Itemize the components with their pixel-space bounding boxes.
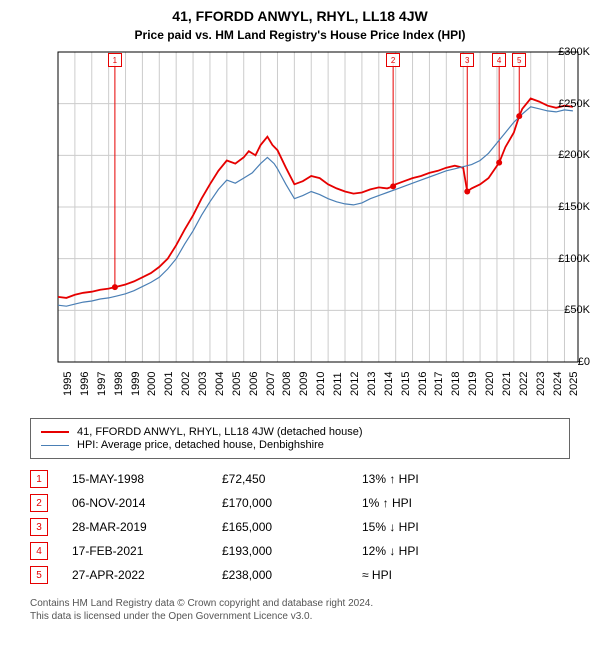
legend-item: HPI: Average price, detached house, Denb…: [41, 439, 559, 451]
y-tick-label: £50K: [548, 304, 590, 316]
x-tick-label: 2005: [231, 372, 243, 396]
x-tick-label: 2012: [349, 372, 361, 396]
x-tick-label: 2007: [265, 372, 277, 396]
x-tick-label: 1999: [130, 372, 142, 396]
x-tick-label: 2003: [197, 372, 209, 396]
page-subtitle: Price paid vs. HM Land Registry's House …: [10, 28, 590, 42]
transaction-price: £165,000: [222, 520, 362, 534]
x-tick-label: 2001: [163, 372, 175, 396]
transaction-delta: 13% ↑ HPI: [362, 472, 522, 486]
y-tick-label: £200K: [548, 149, 590, 161]
transaction-date: 15-MAY-1998: [72, 472, 222, 486]
transaction-marker: 3: [30, 518, 48, 536]
x-tick-label: 2002: [180, 372, 192, 396]
x-tick-label: 2021: [501, 372, 513, 396]
chart-marker: 1: [108, 53, 122, 67]
transaction-delta: 15% ↓ HPI: [362, 520, 522, 534]
x-tick-label: 2013: [366, 372, 378, 396]
legend-label: 41, FFORDD ANWYL, RHYL, LL18 4JW (detach…: [77, 426, 363, 438]
x-tick-label: 2004: [214, 372, 226, 396]
transaction-row: 1 15-MAY-1998£72,45013% ↑ HPI: [30, 467, 570, 491]
transaction-price: £72,450: [222, 472, 362, 486]
x-tick-label: 2011: [332, 372, 344, 396]
transaction-row: 2 06-NOV-2014£170,0001% ↑ HPI: [30, 491, 570, 515]
x-tick-label: 2022: [518, 372, 530, 396]
x-tick-label: 2009: [298, 372, 310, 396]
transaction-price: £193,000: [222, 544, 362, 558]
transaction-date: 28-MAR-2019: [72, 520, 222, 534]
x-tick-label: 1998: [113, 372, 125, 396]
page-title: 41, FFORDD ANWYL, RHYL, LL18 4JW: [10, 8, 590, 24]
transaction-delta: 1% ↑ HPI: [362, 496, 522, 510]
y-tick-label: £250K: [548, 98, 590, 110]
chart-marker: 4: [492, 53, 506, 67]
x-tick-label: 2016: [417, 372, 429, 396]
x-tick-label: 2025: [568, 372, 580, 396]
transaction-date: 06-NOV-2014: [72, 496, 222, 510]
x-tick-label: 2018: [450, 372, 462, 396]
footnote-line: Contains HM Land Registry data © Crown c…: [30, 597, 570, 610]
transaction-row: 5 27-APR-2022£238,000≈ HPI: [30, 563, 570, 587]
y-tick-label: £0: [548, 356, 590, 368]
y-tick-label: £300K: [548, 46, 590, 58]
transaction-row: 4 17-FEB-2021£193,00012% ↓ HPI: [30, 539, 570, 563]
transaction-delta: 12% ↓ HPI: [362, 544, 522, 558]
transaction-marker: 5: [30, 566, 48, 584]
x-tick-label: 2006: [248, 372, 260, 396]
footnote-line: This data is licensed under the Open Gov…: [30, 610, 570, 623]
y-tick-label: £100K: [548, 253, 590, 265]
price-chart: £0 £50K £100K £150K £200K £250K £300K 1995 1996…: [10, 48, 590, 408]
legend: 41, FFORDD ANWYL, RHYL, LL18 4JW (detach…: [30, 418, 570, 459]
footnote: Contains HM Land Registry data © Crown c…: [30, 597, 570, 623]
x-tick-label: 2015: [400, 372, 412, 396]
transaction-delta: ≈ HPI: [362, 568, 522, 582]
transaction-table: 1 15-MAY-1998£72,45013% ↑ HPI 2 06-NOV-2014…: [30, 467, 570, 587]
x-tick-label: 1996: [79, 372, 91, 396]
legend-item: 41, FFORDD ANWYL, RHYL, LL18 4JW (detach…: [41, 426, 559, 438]
legend-label: HPI: Average price, detached house, Denb…: [77, 439, 324, 451]
x-tick-label: 2014: [383, 372, 395, 396]
chart-svg: [10, 48, 590, 408]
transaction-row: 3 28-MAR-2019£165,00015% ↓ HPI: [30, 515, 570, 539]
x-tick-label: 2019: [467, 372, 479, 396]
y-tick-label: £150K: [548, 201, 590, 213]
legend-swatch: [41, 431, 69, 433]
transaction-marker: 1: [30, 470, 48, 488]
x-tick-label: 2017: [433, 372, 445, 396]
x-tick-label: 1997: [96, 372, 108, 396]
x-tick-label: 2023: [535, 372, 547, 396]
x-tick-label: 2008: [281, 372, 293, 396]
legend-swatch: [41, 445, 69, 446]
transaction-price: £170,000: [222, 496, 362, 510]
transaction-date: 17-FEB-2021: [72, 544, 222, 558]
chart-marker: 5: [512, 53, 526, 67]
transaction-date: 27-APR-2022: [72, 568, 222, 582]
transaction-marker: 2: [30, 494, 48, 512]
chart-marker: 2: [386, 53, 400, 67]
x-tick-label: 2010: [315, 372, 327, 396]
transaction-price: £238,000: [222, 568, 362, 582]
x-tick-label: 1995: [62, 372, 74, 396]
x-tick-label: 2020: [484, 372, 496, 396]
transaction-marker: 4: [30, 542, 48, 560]
x-tick-label: 2024: [552, 372, 564, 396]
x-tick-label: 2000: [146, 372, 158, 396]
chart-marker: 3: [460, 53, 474, 67]
